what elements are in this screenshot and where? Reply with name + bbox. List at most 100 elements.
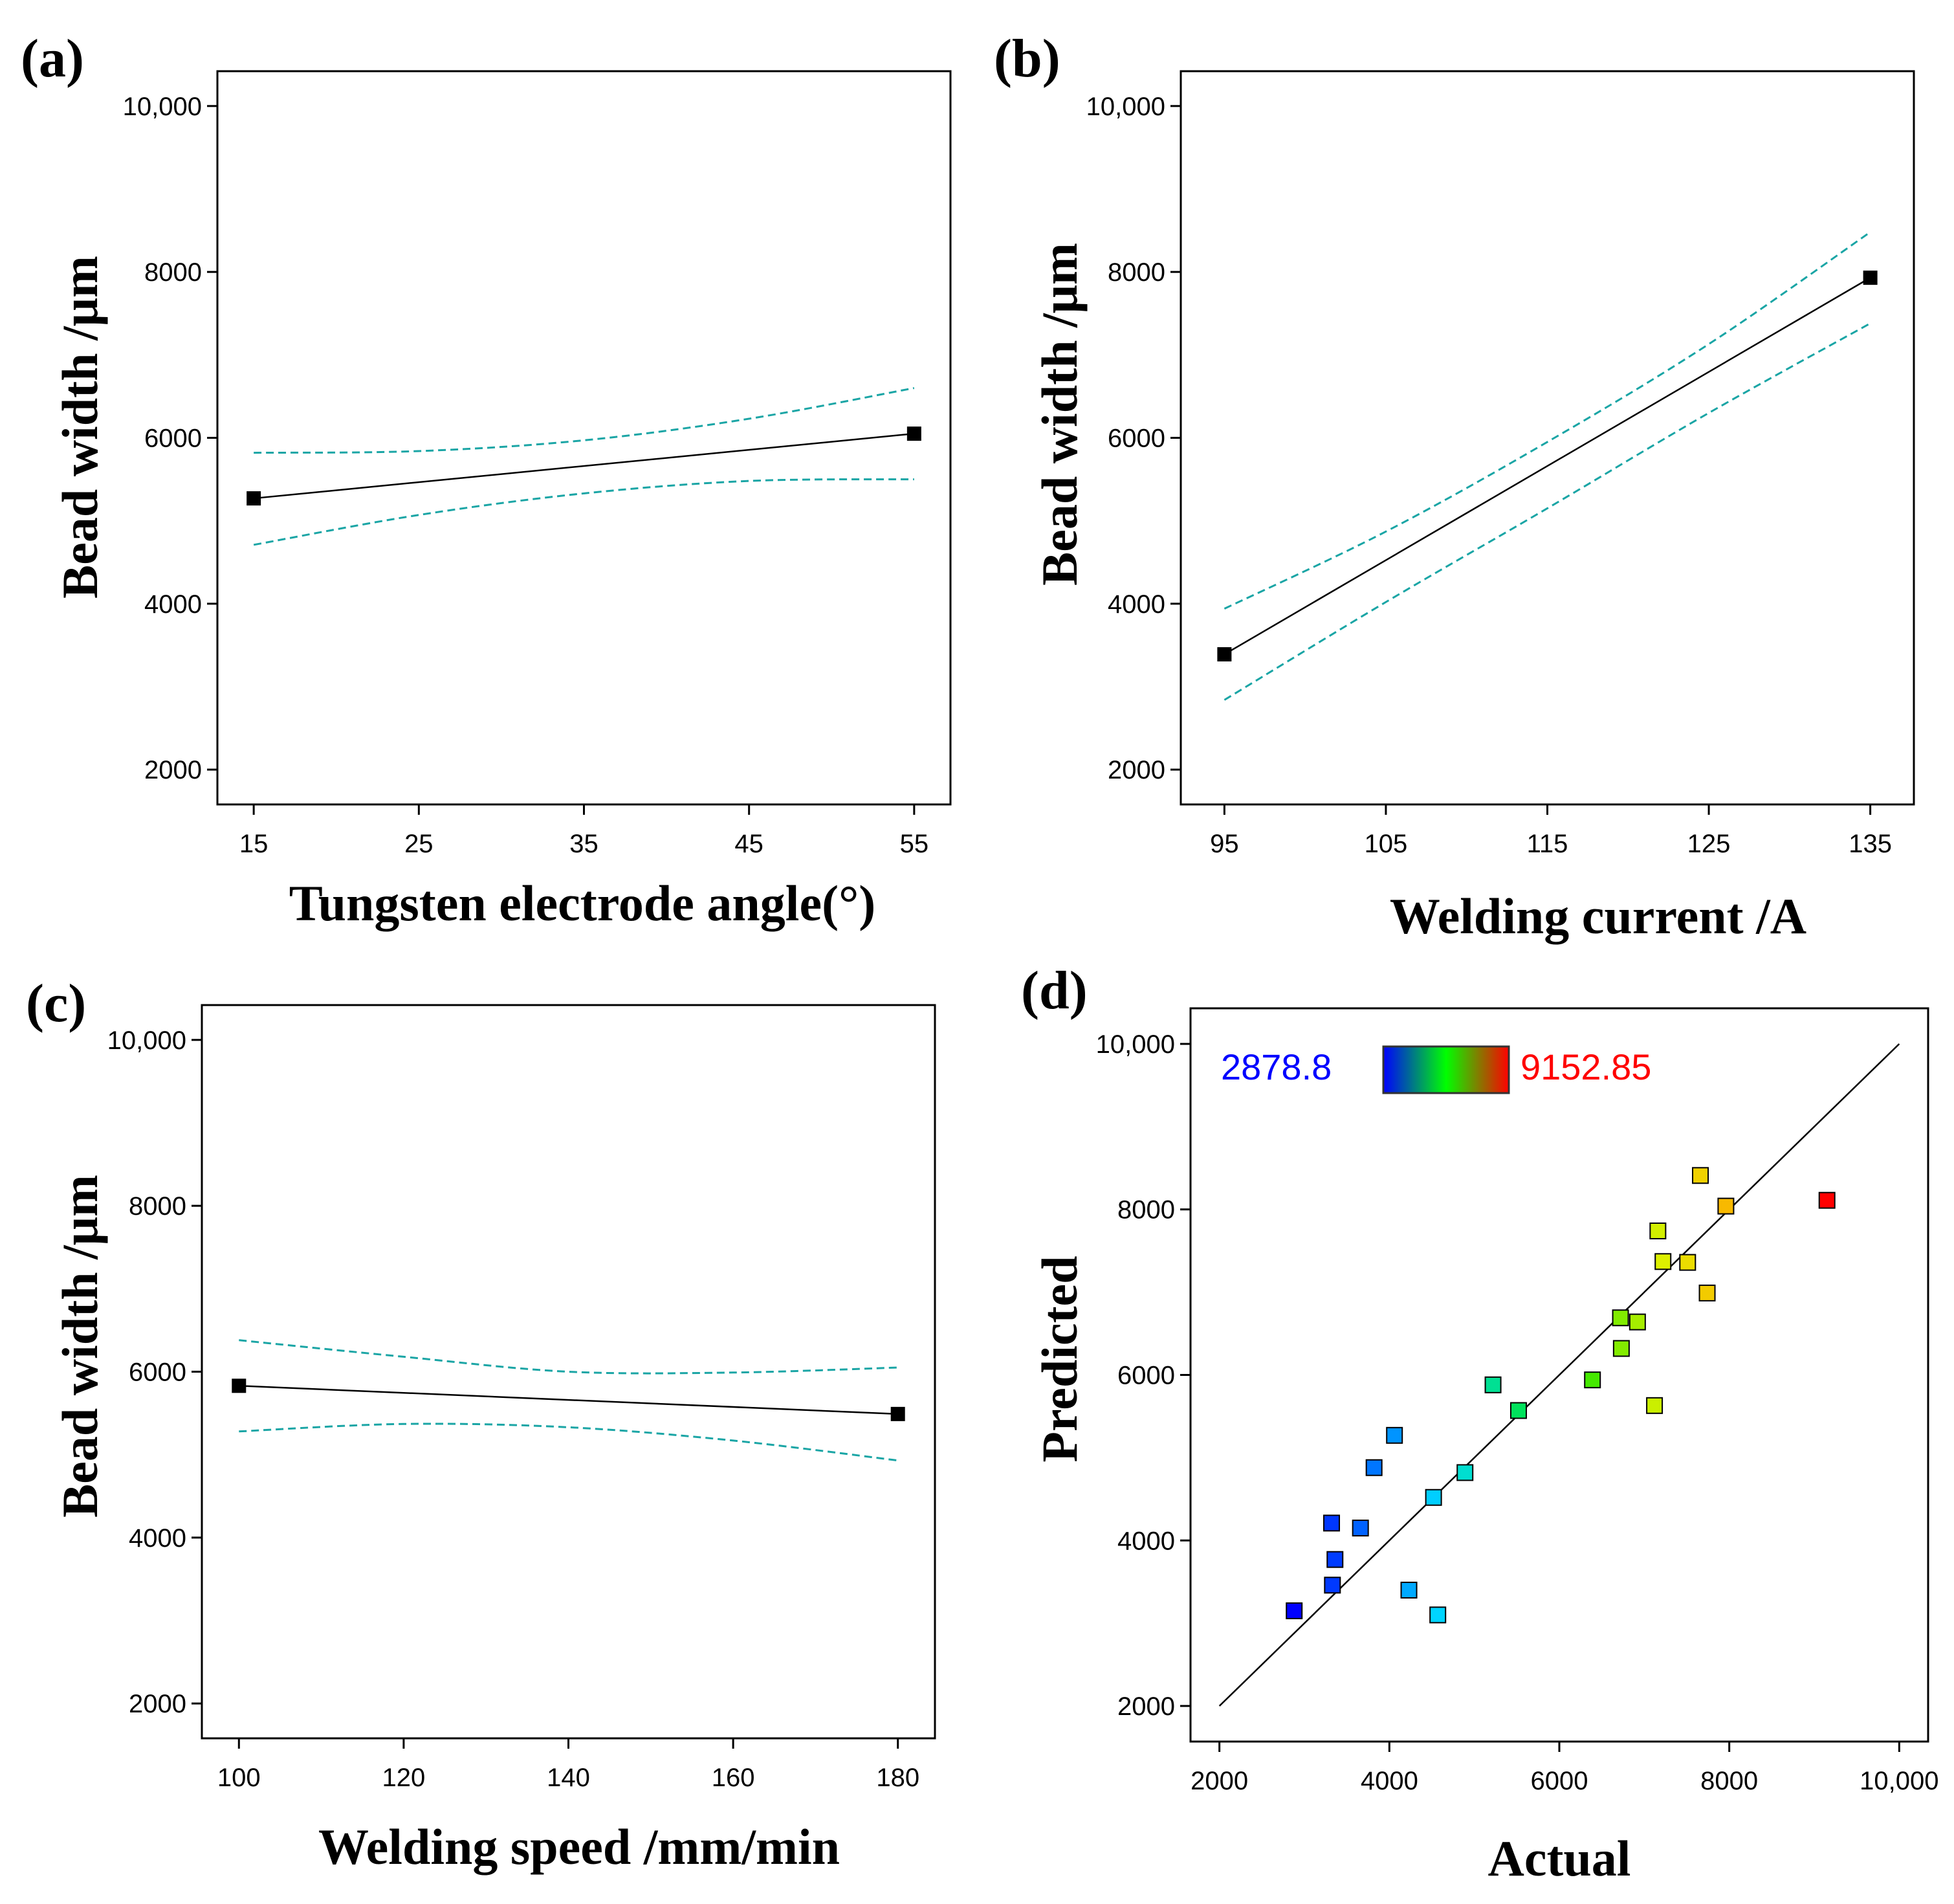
colorbar: 2878.8 9152.85 (1221, 1045, 1651, 1094)
panel-d-point (1386, 1426, 1403, 1444)
panel-d-xlabel: Actual (1488, 1830, 1631, 1887)
panel-b-design-point (1863, 271, 1878, 285)
panel-d-ytick-label: 2000 (1117, 1692, 1175, 1721)
panel-c-ytick-label: 2000 (129, 1690, 186, 1718)
panel-a-ytick-label: 4000 (144, 590, 202, 619)
panel-a-ytick-label: 8000 (144, 258, 202, 287)
panel-d-point (1352, 1520, 1369, 1537)
panel-d-point (1324, 1577, 1341, 1594)
panel-c-ci-upper (239, 1339, 898, 1375)
panel-a-xtick-label: 25 (404, 830, 434, 858)
panel-b-ci-upper (1224, 231, 1871, 610)
panel-d-ytick-label: 6000 (1117, 1362, 1175, 1390)
panel-b-xtick-label: 95 (1210, 830, 1239, 858)
panel-d-xtick-label: 6000 (1531, 1767, 1588, 1795)
panel-a-frame (216, 70, 952, 806)
panel-d-point (1698, 1284, 1716, 1301)
colorbar-min-label: 2878.8 (1221, 1046, 1332, 1087)
panel-b-ytick-label: 6000 (1108, 425, 1165, 453)
panel-d-point (1323, 1514, 1341, 1532)
panel-c-xtick-label: 100 (217, 1764, 261, 1792)
panel-a-xlabel: Tungsten electrode angle(°) (289, 875, 875, 931)
panel-a-design-point (247, 491, 261, 506)
panel-a-design-point (906, 426, 921, 441)
panel-d-ylabel: Predicted (1031, 1256, 1088, 1462)
panel-b-design-point (1217, 647, 1232, 662)
panel-d-point (1717, 1197, 1735, 1215)
panel-b-xtick-label: 135 (1849, 830, 1892, 858)
panel-a-plot: 2000 4000 6000 8000 10,000 15 25 35 45 55 (123, 93, 928, 858)
panel-c-mean-line (239, 1385, 898, 1415)
panel-a-ylabel: Bead width /μm (52, 256, 108, 599)
panel-d-ytick-label: 10,000 (1096, 1030, 1175, 1059)
panel-c-ytick-label: 6000 (129, 1358, 186, 1387)
panel-d: (d) 2000 4000 6000 8000 10,000 2000 4000 6000 80… (1021, 960, 1939, 1887)
panel-c-design-point (232, 1378, 247, 1393)
panel-d-point (1425, 1489, 1442, 1506)
panel-a-ci-upper (254, 387, 915, 454)
panel-b-ytick-label: 10,000 (1086, 93, 1165, 121)
panel-d-xtick-label: 4000 (1361, 1767, 1418, 1795)
panel-b-label: (b) (994, 28, 1060, 89)
panel-d-point (1429, 1606, 1447, 1624)
panel-d-xtick-label: 8000 (1700, 1767, 1758, 1795)
panel-c: (c) 2000 4000 6000 8000 10,000 100 120 140 160 18… (26, 973, 936, 1875)
panel-d-point (1612, 1340, 1630, 1357)
panel-d-point (1646, 1397, 1663, 1414)
panel-d-point (1286, 1602, 1303, 1619)
panel-b-ci-lower (1224, 322, 1871, 701)
panel-a-ytick-label: 10,000 (123, 93, 202, 121)
panel-d-ytick-label: 8000 (1117, 1196, 1175, 1224)
panel-b-xlabel: Welding current /A (1390, 888, 1806, 944)
panel-c-xlabel: Welding speed /mm/min (318, 1819, 840, 1875)
panel-b-xtick-label: 105 (1365, 830, 1408, 858)
colorbar-max-label: 9152.85 (1520, 1046, 1651, 1087)
panel-b-mean-line (1224, 277, 1871, 656)
panel-d-point (1584, 1371, 1601, 1389)
panel-a-label: (a) (21, 28, 84, 89)
panel-d-point (1400, 1581, 1418, 1599)
panel-c-frame (201, 1004, 936, 1740)
panel-d-point (1649, 1222, 1667, 1239)
panel-b-plot: 2000 4000 6000 8000 10,000 95 105 115 125 135 (1086, 93, 1892, 858)
colorbar-gradient (1382, 1045, 1510, 1094)
panel-d-point (1484, 1376, 1502, 1393)
panel-a-xtick-label: 45 (734, 830, 763, 858)
panel-c-ci-lower (239, 1422, 898, 1462)
panel-c-xtick-label: 120 (382, 1764, 426, 1792)
panel-d-point (1629, 1313, 1646, 1331)
panel-d-plot: 2000 4000 6000 8000 10,000 2000 4000 6000 8000 10… (1096, 1030, 1939, 1795)
panel-c-ytick-label: 4000 (129, 1524, 186, 1553)
panel-b-ytick-label: 4000 (1108, 590, 1165, 619)
panel-b-ytick-label: 8000 (1108, 258, 1165, 287)
panel-c-xtick-label: 180 (876, 1764, 919, 1792)
panel-d-xtick-label: 2000 (1191, 1767, 1248, 1795)
panel-b-xtick-label: 115 (1527, 830, 1568, 858)
panel-d-ytick-label: 4000 (1117, 1527, 1175, 1555)
panel-d-point (1692, 1167, 1709, 1184)
panel-c-ytick-label: 10,000 (107, 1026, 186, 1055)
panel-b-ytick-label: 2000 (1108, 756, 1165, 784)
panel-d-reference-line (1218, 1043, 1900, 1707)
panel-c-xtick-label: 140 (547, 1764, 590, 1792)
panel-c-plot: 2000 4000 6000 8000 10,000 100 120 140 160 180 (107, 1026, 919, 1792)
panel-a: (a) 2000 4000 6000 8000 10,000 15 25 35 45 55 Tun… (21, 28, 952, 931)
panel-c-design-point (890, 1406, 905, 1421)
panel-d-point (1654, 1253, 1672, 1270)
panel-d-point (1509, 1402, 1527, 1419)
panel-c-ylabel: Bead width /μm (52, 1175, 108, 1518)
panel-c-label: (c) (26, 973, 86, 1034)
panel-d-point (1612, 1309, 1629, 1327)
panel-b-ylabel: Bead width /μm (1031, 243, 1088, 586)
panel-a-mean-line (254, 432, 914, 500)
panel-c-xtick-label: 160 (712, 1764, 755, 1792)
panel-b-frame (1180, 70, 1915, 806)
panel-d-point (1326, 1551, 1344, 1568)
panel-a-ytick-label: 6000 (144, 425, 202, 453)
panel-d-xtick-label: 10,000 (1860, 1767, 1938, 1795)
panel-b-xtick-label: 125 (1687, 830, 1731, 858)
panel-d-point (1818, 1191, 1836, 1209)
panel-a-ytick-label: 2000 (144, 756, 202, 784)
panel-d-point (1679, 1254, 1696, 1271)
